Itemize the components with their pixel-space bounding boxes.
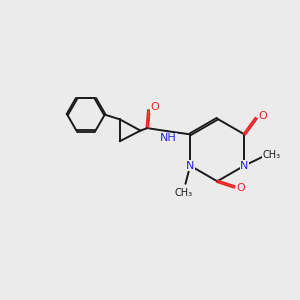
- Text: O: O: [151, 103, 160, 112]
- Text: NH: NH: [160, 133, 177, 143]
- Text: O: O: [258, 111, 267, 121]
- Text: N: N: [240, 160, 248, 171]
- Text: N: N: [186, 160, 194, 171]
- Text: CH₃: CH₃: [175, 188, 193, 197]
- Text: O: O: [236, 183, 245, 193]
- Text: CH₃: CH₃: [263, 150, 281, 160]
